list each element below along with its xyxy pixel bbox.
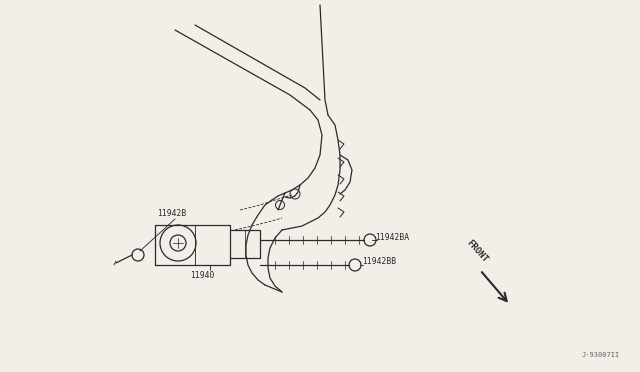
Text: J·93007II: J·93007II <box>582 352 620 358</box>
Text: 11940: 11940 <box>190 270 214 279</box>
Text: FRONT: FRONT <box>465 238 490 264</box>
Text: 11942BB: 11942BB <box>362 257 396 266</box>
Text: 11942BA: 11942BA <box>375 232 409 241</box>
Text: 11942B: 11942B <box>157 208 186 218</box>
